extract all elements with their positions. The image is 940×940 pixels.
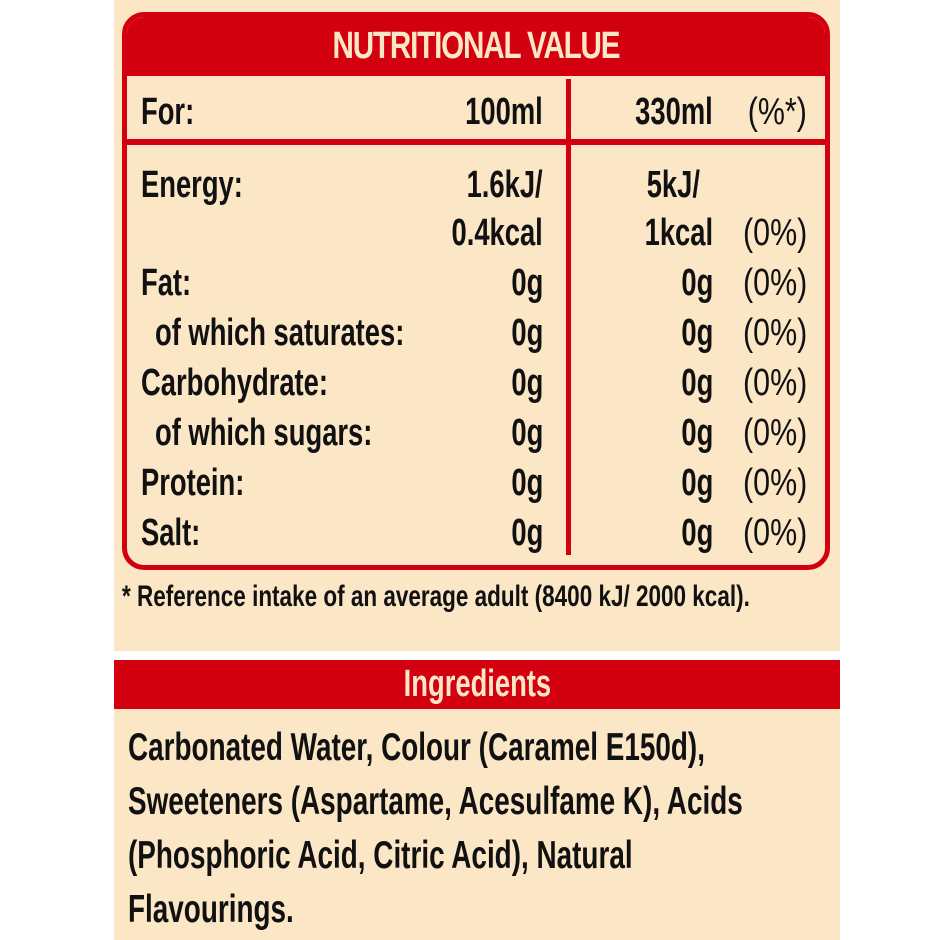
energy-330-kcal: 1kcal (644, 212, 713, 254)
ingredients-title-bar: Ingredients (114, 660, 840, 709)
fat-label: Fat: (141, 262, 192, 304)
header-100ml: 100ml (465, 91, 543, 133)
protein-330: 0g (681, 462, 713, 504)
sugars-330: 0g (681, 412, 713, 454)
sugars-label: of which sugars: (155, 412, 373, 454)
saturates-label: of which saturates: (155, 312, 405, 354)
column-divider (566, 79, 571, 555)
header-label: For: (141, 91, 195, 133)
protein-100: 0g (511, 462, 543, 504)
energy-label: Energy: (141, 164, 243, 206)
ingredients-line: (Phosphoric Acid, Citric Acid), Natural (128, 834, 633, 877)
energy-100-kcal: 0.4kcal (451, 212, 543, 254)
carbohydrate-100: 0g (511, 362, 543, 404)
fat-percent: (0%) (742, 262, 807, 304)
salt-percent: (0%) (742, 512, 807, 554)
carbohydrate-330: 0g (681, 362, 713, 404)
salt-100: 0g (511, 512, 543, 554)
salt-330: 0g (681, 512, 713, 554)
ingredients-line: Sweeteners (Aspartame, Acesulfame K), Ac… (128, 780, 743, 823)
carbohydrate-label: Carbohydrate: (141, 362, 328, 404)
nutrition-title: NUTRITIONAL VALUE (127, 17, 825, 76)
header-percent: (%*) (747, 91, 807, 133)
saturates-percent: (0%) (742, 312, 807, 354)
sugars-percent: (0%) (742, 412, 807, 454)
energy-330-kj: 5kJ/ (646, 164, 700, 206)
ingredients-line: Carbonated Water, Colour (Caramel E150d)… (128, 726, 705, 769)
nutrition-panel: NUTRITIONAL VALUE For: 100ml 330ml (%*) … (114, 0, 840, 651)
nutrition-table: NUTRITIONAL VALUE For: 100ml 330ml (%*) … (122, 12, 830, 570)
sugars-100: 0g (511, 412, 543, 454)
fat-100: 0g (511, 262, 543, 304)
energy-percent: (0%) (742, 212, 807, 254)
salt-label: Salt: (141, 512, 201, 554)
header-divider (127, 139, 825, 145)
saturates-330: 0g (681, 312, 713, 354)
ingredients-line: Flavourings. (128, 888, 294, 931)
header-330ml: 330ml (635, 91, 713, 133)
ingredients-text: Carbonated Water, Colour (Caramel E150d)… (128, 721, 843, 937)
protein-label: Protein: (141, 462, 245, 504)
protein-percent: (0%) (742, 462, 807, 504)
carbohydrate-percent: (0%) (742, 362, 807, 404)
energy-100-kj: 1.6kJ/ (466, 164, 543, 206)
ingredients-panel: Carbonated Water, Colour (Caramel E150d)… (114, 709, 840, 940)
fat-330: 0g (681, 262, 713, 304)
reference-intake-footnote: * Reference intake of an average adult (… (122, 580, 750, 613)
saturates-100: 0g (511, 312, 543, 354)
